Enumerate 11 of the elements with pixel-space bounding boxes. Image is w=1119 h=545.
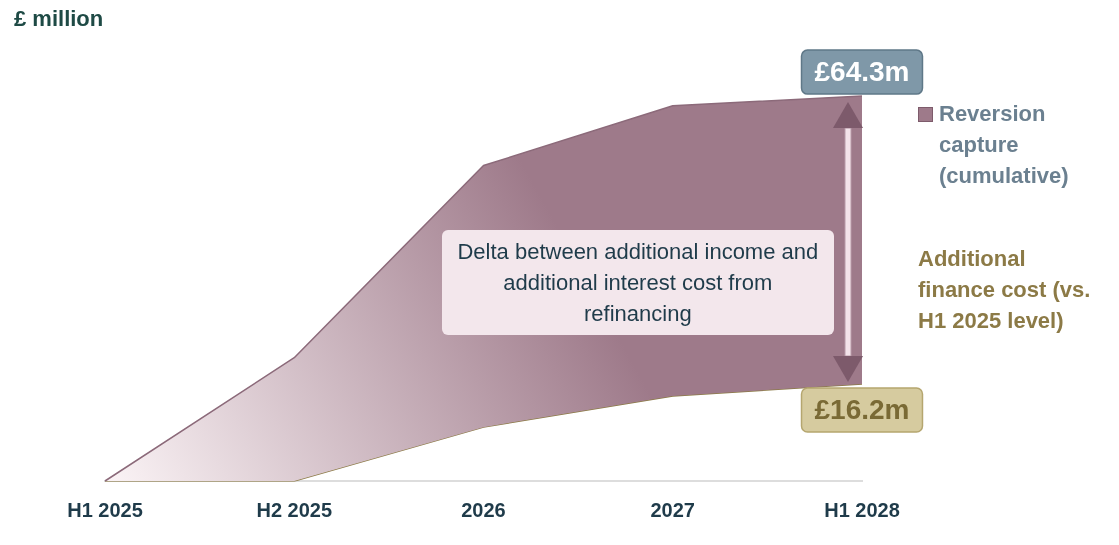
- y-axis-title: £ million: [14, 6, 104, 32]
- data-label: £64.3m: [814, 55, 910, 87]
- data-label: £16.2m: [814, 393, 910, 425]
- annotation: Delta between additional income and additional interest cost from refinancing: [441, 229, 834, 335]
- x-tick-label: H1 2025: [67, 498, 143, 521]
- text: Additional finance cost (vs. H1 2025 level): [918, 245, 1092, 335]
- x-tick-label: H2 2025: [256, 498, 333, 521]
- legend-label: Reversion capture (cumulative): [939, 100, 1070, 190]
- x-tick-label: 2026: [461, 498, 506, 521]
- x-tick-label: 2027: [650, 498, 695, 521]
- x-tick-label: H1 2028: [824, 498, 900, 521]
